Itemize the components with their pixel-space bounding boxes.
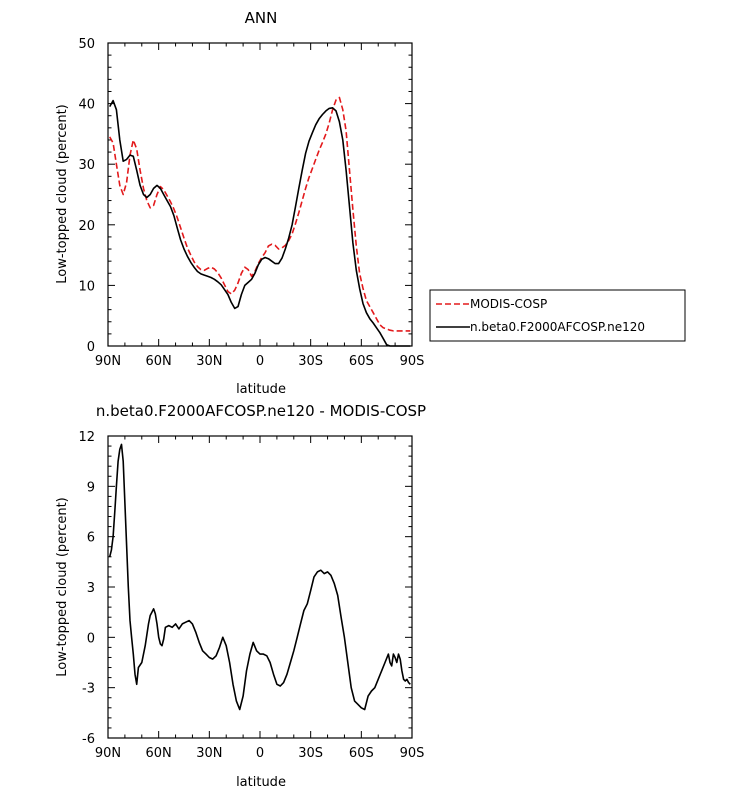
- x-tick-label: 0: [256, 746, 264, 761]
- legend-box: [429, 289, 686, 342]
- series-line-modis-cosp: [109, 96, 411, 332]
- series-group: [108, 443, 411, 711]
- x-tick-label: 90S: [400, 354, 425, 369]
- x-tick-label: 90N: [95, 746, 121, 761]
- y-tick-label: 9: [87, 480, 95, 495]
- chart-bottom: n.beta0.F2000AFCOSP.ne120 - MODIS-COSP 9…: [55, 402, 426, 790]
- y-tick-label: 6: [87, 531, 95, 546]
- series-group: [109, 96, 411, 347]
- series-line-difference: [108, 443, 411, 711]
- y-tick-label: -6: [82, 732, 95, 747]
- x-tick-label: 60S: [349, 354, 374, 369]
- chart-title: n.beta0.F2000AFCOSP.ne120 - MODIS-COSP: [96, 402, 426, 420]
- plot-frame: [107, 435, 413, 739]
- x-tick-label: 60S: [349, 746, 374, 761]
- x-tick-label: 30S: [298, 354, 323, 369]
- axis-ticks: 90N 60N 30N 0 30S 60S 90S -6 -3 0 3 6 9 12: [78, 430, 424, 761]
- y-axis-label: Low-topped cloud (percent): [55, 104, 70, 284]
- x-tick-label: 30N: [196, 746, 222, 761]
- chart-top: ANN 90N 60N 30N 0 30S 60S 90S 0 10 20 30 40 50 latit…: [55, 9, 424, 397]
- x-tick-label: 30N: [196, 354, 222, 369]
- x-tick-label: 60N: [146, 354, 172, 369]
- y-tick-label: 30: [78, 158, 95, 173]
- x-axis-label: latitude: [236, 775, 286, 790]
- axis-ticks: 90N 60N 30N 0 30S 60S 90S 0 10 20 30 40 50: [78, 37, 424, 369]
- y-tick-label: 0: [87, 631, 95, 646]
- y-tick-label: 40: [78, 98, 95, 113]
- y-tick-label: 50: [78, 37, 95, 52]
- y-tick-label: 10: [78, 279, 95, 294]
- x-tick-label: 90N: [95, 354, 121, 369]
- x-tick-label: 0: [256, 354, 264, 369]
- x-tick-label: 90S: [400, 746, 425, 761]
- chart-title: ANN: [245, 9, 278, 27]
- y-tick-label: 12: [78, 430, 95, 445]
- y-tick-label: 20: [78, 219, 95, 234]
- y-axis-label: Low-topped cloud (percent): [55, 497, 70, 677]
- plot-frame: [107, 42, 413, 347]
- y-tick-label: 0: [87, 340, 95, 355]
- x-axis-label: latitude: [236, 382, 286, 397]
- series-line-n-beta0-f2000afcosp-ne120: [109, 99, 411, 347]
- x-tick-label: 30S: [298, 746, 323, 761]
- y-tick-label: 3: [87, 581, 95, 596]
- legend-label-obs: MODIS-COSP: [470, 297, 547, 311]
- legend: MODIS-COSP n.beta0.F2000AFCOSP.ne120: [429, 289, 686, 342]
- y-tick-label: -3: [82, 682, 95, 697]
- x-tick-label: 60N: [146, 746, 172, 761]
- legend-label-model: n.beta0.F2000AFCOSP.ne120: [470, 320, 645, 334]
